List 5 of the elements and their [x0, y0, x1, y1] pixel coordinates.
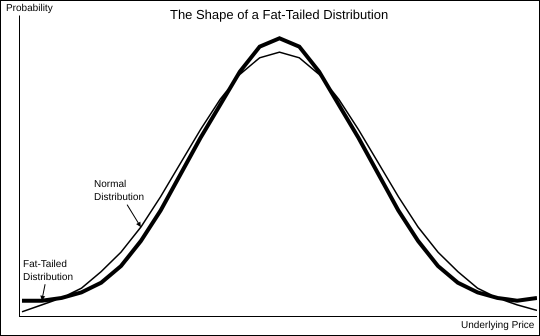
chart-title: The Shape of a Fat-Tailed Distribution	[170, 7, 388, 22]
series-label: Fat-Tailed Distribution	[23, 259, 74, 283]
x-axis-title: Underlying Price	[461, 320, 535, 331]
y-axis-title: Probability	[6, 3, 53, 14]
series-label: Normal Distribution	[94, 179, 144, 203]
